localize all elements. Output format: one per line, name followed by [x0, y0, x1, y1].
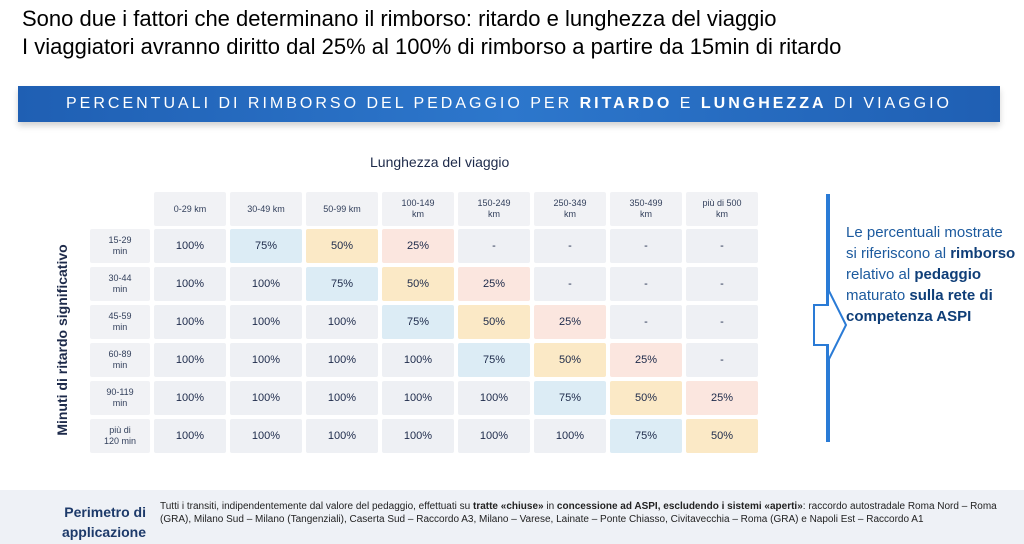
table-cell: 100% [458, 419, 530, 453]
table-cell: - [686, 229, 758, 263]
note-refund: rimborso [950, 245, 1016, 262]
table-cell: 100% [230, 343, 302, 377]
section-banner: PERCENTUALI DI RIMBORSO DEL PEDAGGIO PER… [18, 86, 1000, 122]
headline-line-2: I viaggiatori avranno diritto dal 25% al… [22, 34, 842, 59]
table-cell: 100% [306, 305, 378, 339]
table-cell: 50% [534, 343, 606, 377]
note-network: sulla rete di competenza ASPI [846, 287, 993, 325]
table-cell: 100% [154, 305, 226, 339]
table-cell: 100% [382, 343, 454, 377]
column-header: 100-149 km [382, 192, 454, 226]
table-cell: 100% [230, 381, 302, 415]
table-cell: 100% [382, 381, 454, 415]
note-text-3: maturato [846, 287, 910, 304]
footer-text-3: : raccordo autostradale Roma Nord – Roma… [160, 501, 997, 525]
table-cell: - [610, 267, 682, 301]
table-cell: 50% [686, 419, 758, 453]
table-cell: 50% [382, 267, 454, 301]
footer-panel [0, 490, 1024, 544]
table-cell: - [686, 305, 758, 339]
table-cell: 25% [458, 267, 530, 301]
column-header: 350-499 km [610, 192, 682, 226]
table-cell: 25% [534, 305, 606, 339]
table-cell: 100% [230, 305, 302, 339]
column-header: più di 500 km [686, 192, 758, 226]
row-header: 15-29 min [90, 229, 150, 263]
table-cell: 100% [154, 381, 226, 415]
column-header: 30-49 km [230, 192, 302, 226]
table-cell: 75% [534, 381, 606, 415]
table-cell: 25% [686, 381, 758, 415]
table-cell: - [534, 229, 606, 263]
footer-closed-routes: tratte «chiuse» [472, 501, 544, 512]
table-cell: - [458, 229, 530, 263]
banner-text-and: E [672, 95, 701, 112]
table-cell: 75% [610, 419, 682, 453]
table-cell: 75% [458, 343, 530, 377]
explanation-note: Le percentuali mostrate si riferiscono a… [846, 222, 1016, 327]
footer-title: Perimetro di applicazione [61, 504, 146, 540]
note-text-2: relativo al [846, 266, 915, 283]
footer-concession: concessione ad ASPI, escludendo i sistem… [556, 501, 803, 512]
table-cell: 100% [306, 343, 378, 377]
column-axis-title: Lunghezza del viaggio [370, 154, 510, 170]
banner-text-delay: RITARDO [579, 95, 673, 112]
note-text-1: Le percentuali mostrate si riferiscono a… [846, 224, 1003, 262]
banner-text-1: PERCENTUALI DI RIMBORSO DEL PEDAGGIO PER [66, 95, 580, 112]
row-header: 90-119 min [90, 381, 150, 415]
column-header: 50-99 km [306, 192, 378, 226]
table-cell: 100% [306, 419, 378, 453]
table-cell: 100% [306, 381, 378, 415]
column-header: 150-249 km [458, 192, 530, 226]
arrow-right-icon [813, 288, 848, 362]
footer-text: Tutti i transiti, indipendentemente dal … [160, 500, 1010, 526]
row-header: 60-89 min [90, 343, 150, 377]
table-cell: 100% [154, 229, 226, 263]
table-cell: - [534, 267, 606, 301]
table-cell: 100% [230, 419, 302, 453]
column-header: 0-29 km [154, 192, 226, 226]
row-axis-title: Minuti di ritardo significativo [54, 244, 70, 436]
table-cell: 75% [230, 229, 302, 263]
table-cell: - [610, 229, 682, 263]
table-cell: 100% [230, 267, 302, 301]
table-cell: 75% [306, 267, 378, 301]
table-cell: - [610, 305, 682, 339]
footer-text-1: Tutti i transiti, indipendentemente dal … [160, 501, 473, 512]
table-cell: 100% [154, 267, 226, 301]
row-header: più di 120 min [90, 419, 150, 453]
table-cell: 75% [382, 305, 454, 339]
table-cell: 100% [534, 419, 606, 453]
table-cell: - [686, 267, 758, 301]
table-cell: - [686, 343, 758, 377]
row-header: 45-59 min [90, 305, 150, 339]
table-cell: 100% [382, 419, 454, 453]
row-header: 30-44 min [90, 267, 150, 301]
table-cell: 50% [458, 305, 530, 339]
banner-text-length: LUNGHEZZA [700, 95, 827, 112]
table-cell: 100% [458, 381, 530, 415]
table-cell: 25% [610, 343, 682, 377]
table-cell: 50% [306, 229, 378, 263]
table-cell: 25% [382, 229, 454, 263]
table-cell: 50% [610, 381, 682, 415]
table-cell: 100% [154, 419, 226, 453]
headline-line-1: Sono due i fattori che determinano il ri… [22, 6, 777, 31]
column-header: 250-349 km [534, 192, 606, 226]
banner-text-end: DI VIAGGIO [826, 95, 952, 112]
note-toll: pedaggio [914, 266, 982, 283]
footer-text-2: in [543, 501, 557, 512]
table-cell: 100% [154, 343, 226, 377]
